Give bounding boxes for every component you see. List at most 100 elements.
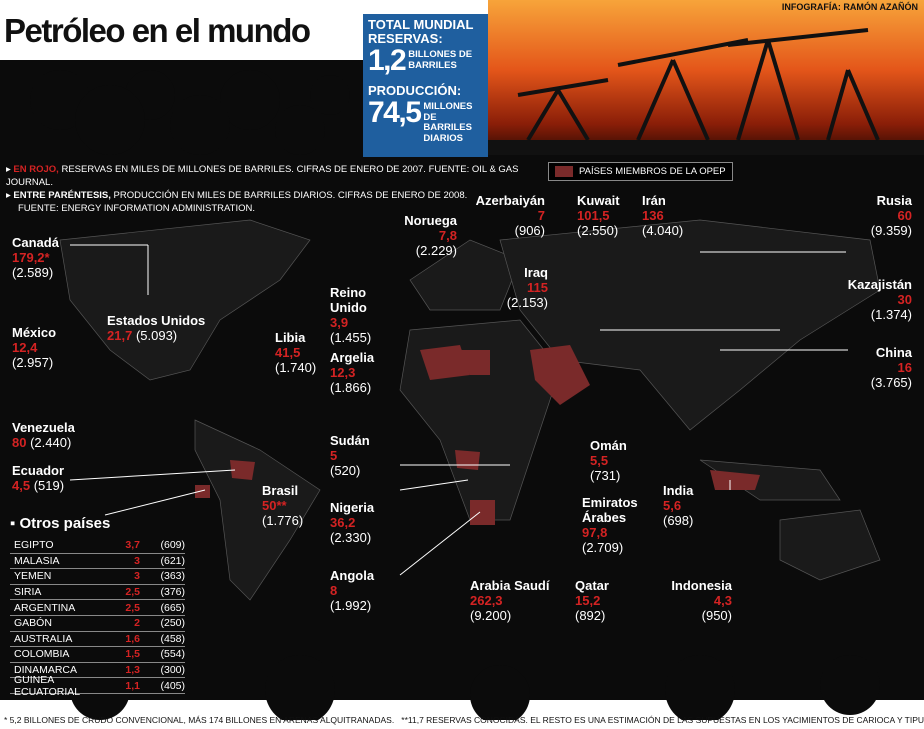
row-production: (554)	[160, 648, 185, 661]
country-label-sudan: Sudán 5 (520)	[330, 433, 370, 478]
opep-venezuela	[230, 460, 255, 480]
production-value: (2.440)	[30, 435, 72, 450]
country-label-nigeria: Nigeria 36,2 (2.330)	[330, 500, 374, 545]
country-label-india: India 5,6 (698)	[663, 483, 693, 528]
country-label-venezuela: Venezuela 80 (2.440)	[12, 420, 75, 450]
reserves-value: 4,5	[12, 478, 31, 493]
country-name: Qatar	[575, 578, 609, 593]
reserves-value: 21,7	[107, 328, 133, 343]
row-reserves: 2	[134, 617, 140, 630]
country-name: Libia	[275, 330, 306, 345]
reserves-value: 97,8	[582, 525, 608, 540]
opep-legend-label: PAÍSES MIEMBROS DE LA OPEP	[579, 166, 726, 177]
country-name: Canadá	[12, 235, 59, 250]
production-value: (519)	[33, 478, 65, 493]
oil-pump-silhouettes	[488, 28, 924, 155]
country-name: Argelia	[330, 350, 375, 365]
country-label-argelia: Argelia 12,3 (1.866)	[330, 350, 374, 395]
production-value: (1.776)	[262, 513, 304, 528]
opep-algeria	[420, 345, 470, 380]
row-reserves: 2,5	[125, 601, 140, 614]
opep-nigeria	[455, 450, 480, 470]
row-country: ARGENTINA	[14, 601, 76, 614]
country-name: Rusia	[876, 193, 912, 208]
production-value: (9.200)	[470, 608, 512, 623]
country-label-mexico: México 12,4 (2.957)	[12, 325, 56, 370]
production-value: 4,5 (519)	[12, 478, 64, 493]
country-name: Emiratos Árabes	[582, 495, 638, 525]
row-production: (300)	[160, 664, 185, 677]
row-production: (250)	[160, 617, 185, 630]
country-label-emiratos: Emiratos Árabes 97,8 (2.709)	[582, 495, 652, 555]
country-label-kazajistan: Kazajistán 30 (1.374)	[830, 277, 912, 322]
reserves-value: 5,6	[663, 498, 682, 513]
reserves-value: 60	[897, 208, 912, 223]
asia	[499, 219, 881, 431]
production-value: (950)	[701, 608, 732, 623]
country-name: Ecuador	[12, 463, 65, 478]
south-america	[194, 419, 321, 601]
totals-heading: TOTAL MUNDIAL	[368, 17, 474, 32]
production-value: (731)	[590, 468, 621, 483]
country-label-noruega: Noruega 7,8 (2.229)	[395, 213, 457, 258]
production-value: (1.866)	[330, 380, 372, 395]
reserves-value: 5	[330, 448, 338, 463]
row-reserves: 2,5	[125, 586, 140, 599]
australia	[779, 509, 881, 581]
row-country: MALASIA	[14, 554, 60, 567]
row-reserves: 3	[134, 570, 140, 583]
note2: PRODUCCIÓN EN MILES DE BARRILES DIARIOS.…	[110, 190, 468, 201]
row-reserves: 1,6	[125, 632, 140, 645]
table-row: MALASIA 3 (621)	[10, 554, 185, 570]
country-label-kuwait: Kuwait 101,5 (2.550)	[577, 193, 620, 238]
production-value: 80 (2.440)	[12, 435, 75, 450]
note1-bold: EN ROJO,	[13, 164, 59, 175]
other-countries-table: ▪ Otros países EGIPTO 3,7 (609) MALASIA 3 (62…	[10, 515, 185, 698]
country-name: Kazajistán	[847, 277, 912, 292]
country-label-iraq: Iraq 115 (2.153)	[490, 265, 548, 310]
reserves-value: 15,2	[575, 593, 601, 608]
country-name: Iraq	[524, 265, 548, 280]
country-label-brasil: Brasil 50** (1.776)	[262, 483, 303, 528]
reserves-value: 8	[330, 583, 338, 598]
country-label-arabia-saudi: Arabia Saudí 262,3 (9.200)	[470, 578, 549, 623]
opep-legend: PAÍSES MIEMBROS DE LA OPEP	[548, 162, 733, 181]
production-line: 74,5 MILLONES DE BARRILES DIARIOS	[368, 98, 483, 144]
production-value: (1.992)	[330, 598, 372, 613]
table-row: COLOMBIA 1,5 (554)	[10, 647, 185, 663]
opep-ecuador	[195, 485, 210, 498]
production-value: (2.153)	[506, 295, 548, 310]
production-value: 21,7 (5.093)	[107, 328, 205, 343]
row-country: GABÓN	[14, 617, 52, 630]
footnote-1: * 5,2 BILLONES DE CRUDO CONVENCIONAL, MÁ…	[4, 715, 395, 725]
reserves-value: 50**	[262, 498, 287, 513]
production-value: (9.359)	[870, 223, 912, 238]
country-label-reino-unido: Reino Unido 3,9 (1.455)	[330, 285, 390, 345]
table-row: GABÓN 2 (250)	[10, 616, 185, 632]
country-name: Estados Unidos	[107, 313, 206, 328]
opep-middle-east	[530, 345, 590, 405]
reserves-value: 16	[897, 360, 912, 375]
other-countries-heading: ▪ Otros países	[10, 515, 111, 532]
country-label-angola: Angola 8 (1.992)	[330, 568, 374, 613]
production-value: (1.455)	[330, 330, 372, 345]
row-production: (376)	[160, 586, 185, 599]
production-value: (2.229)	[415, 243, 457, 258]
world-totals-box: TOTAL MUNDIAL RESERVAS: 1,2 BILLONES DE B…	[363, 14, 488, 157]
production-value: (2.957)	[12, 355, 54, 370]
reserves-value: 4,3	[713, 593, 732, 608]
country-label-indonesia: Indonesia 4,3 (950)	[660, 578, 732, 623]
ink-splatter-decoration	[30, 70, 880, 720]
reserves-value: 1,2	[368, 44, 407, 77]
production-value: (892)	[575, 608, 606, 623]
country-name: Brasil	[262, 483, 299, 498]
row-reserves: 3	[134, 554, 140, 567]
world-map	[59, 219, 881, 601]
table-row: DINAMARCA 1,3 (300)	[10, 663, 185, 679]
country-label-rusia: Rusia 60 (9.359)	[850, 193, 912, 238]
production-value: (2.550)	[577, 223, 619, 238]
oil-pumps-sunset-image	[488, 0, 924, 155]
row-reserves: 1,3	[125, 664, 140, 677]
note3: FUENTE: ENERGY INFORMATION ADMINISTRATIO…	[18, 203, 255, 214]
reserves-value: 262,3	[470, 593, 503, 608]
